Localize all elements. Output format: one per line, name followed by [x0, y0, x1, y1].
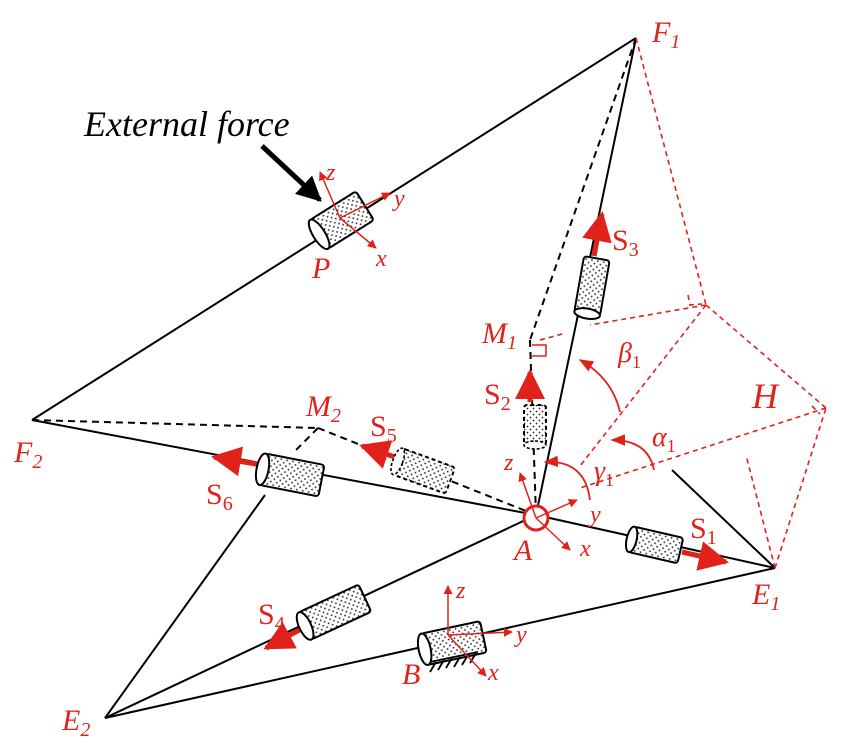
construction-lines [532, 37, 827, 569]
frame-a-y-label: y [588, 502, 601, 528]
external-force-arrow [260, 144, 322, 202]
actuator-s4-label: S4 [258, 598, 285, 635]
frame-a-x-label: x [579, 536, 591, 562]
actuator-s3-label: S3 [612, 224, 639, 261]
point-e2-label: E2 [61, 704, 90, 741]
frame-b-y-label: y [514, 622, 527, 648]
cylinder-joint-icon [390, 447, 456, 494]
point-m1-label: M1 [481, 317, 517, 354]
angle-arcs [543, 359, 655, 501]
s6-arrow [211, 446, 263, 477]
point-f1-label: F1 [651, 16, 680, 53]
cylinder-joint-icon [254, 452, 325, 497]
s3-arrow [582, 211, 612, 257]
cylinder-joint-icon [295, 584, 372, 641]
angle-gamma-label: γ1 [594, 456, 614, 490]
point-f2-label: F2 [13, 436, 42, 473]
frame-a-axes [518, 472, 578, 551]
point-b-label: B [402, 658, 420, 691]
frame-p-axes [319, 171, 391, 249]
actuator-s5-label: S5 [370, 410, 397, 447]
cylinder-joint-icon [307, 191, 374, 251]
point-p-label: P [311, 252, 330, 285]
frame-b-x-label: x [487, 660, 499, 686]
actuator-s6-label: S6 [206, 478, 233, 515]
frame-p-y-label: y [392, 186, 405, 212]
s5-arrow [359, 440, 399, 469]
point-h-label: H [751, 376, 780, 416]
point-a-label: A [512, 534, 533, 567]
angle-beta-label: β1 [617, 338, 641, 372]
angle-alpha-label: α1 [652, 422, 676, 456]
frame-b-axes [443, 585, 513, 677]
frame-p-z-label: z [325, 160, 336, 186]
cylinder-joint-icon [573, 255, 611, 320]
point-e1-label: E1 [751, 578, 780, 615]
point-m2-label: M2 [305, 390, 341, 427]
frame-b-z-label: z [455, 578, 466, 604]
frame-p-x-label: x [375, 246, 387, 272]
actuator-s1-label: S1 [690, 512, 717, 549]
s1-arrow [681, 541, 729, 571]
cylinder-joint-icon [624, 525, 684, 564]
s4-arrow [263, 621, 305, 651]
cylinder-joint-icon [523, 404, 547, 450]
external-force-label: External force [83, 104, 290, 144]
frame-a-z-label: z [503, 450, 514, 476]
actuator-s2-label: S2 [484, 378, 511, 415]
actuator-arrows [211, 211, 729, 651]
fixed-ground-icon [429, 651, 479, 673]
